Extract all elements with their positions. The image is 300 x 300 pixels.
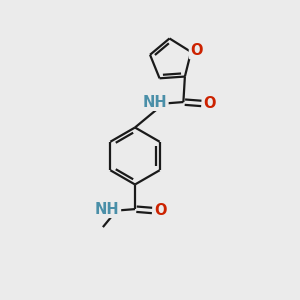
Text: O: O [203,96,216,111]
Text: O: O [190,43,203,58]
Text: NH: NH [142,94,167,110]
Text: NH: NH [95,202,120,217]
Text: O: O [154,203,167,218]
